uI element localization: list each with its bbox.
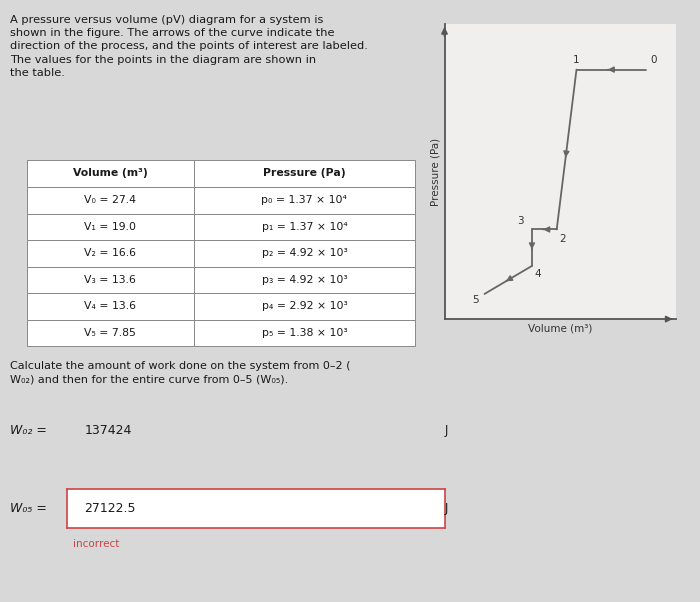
Text: p₃ = 4.92 × 10³: p₃ = 4.92 × 10³ (262, 275, 347, 285)
Text: p₁ = 1.37 × 10⁴: p₁ = 1.37 × 10⁴ (262, 222, 347, 232)
Text: A pressure versus volume (pV) diagram for a system is
shown in the figure. The a: A pressure versus volume (pV) diagram fo… (10, 15, 368, 78)
Bar (194, 160, 415, 187)
Text: p₂ = 4.92 × 10³: p₂ = 4.92 × 10³ (262, 249, 347, 258)
X-axis label: Volume (m³): Volume (m³) (528, 323, 592, 334)
Bar (194, 320, 415, 346)
Bar (27, 293, 194, 320)
Text: 1: 1 (573, 55, 579, 65)
Text: p₀ = 1.37 × 10⁴: p₀ = 1.37 × 10⁴ (261, 196, 347, 205)
Bar (27, 187, 194, 214)
Text: V₃ = 13.6: V₃ = 13.6 (84, 275, 136, 285)
Bar (194, 214, 415, 240)
Text: incorrect: incorrect (74, 539, 120, 549)
Text: V₁ = 19.0: V₁ = 19.0 (84, 222, 136, 232)
Bar (27, 320, 194, 346)
Bar (27, 214, 194, 240)
Text: p₅ = 1.38 × 10³: p₅ = 1.38 × 10³ (262, 328, 347, 338)
Text: 137424: 137424 (85, 424, 132, 437)
Text: 3: 3 (517, 216, 524, 226)
Text: V₄ = 13.6: V₄ = 13.6 (84, 302, 136, 311)
Bar (194, 240, 415, 267)
Text: 27122.5: 27122.5 (85, 502, 136, 515)
Text: 2: 2 (559, 234, 566, 244)
Bar (27, 267, 194, 293)
Text: Calculate the amount of work done on the system from 0–2 (
W₀₂) and then for the: Calculate the amount of work done on the… (10, 361, 351, 385)
Text: V₂ = 16.6: V₂ = 16.6 (84, 249, 136, 258)
Bar (194, 293, 415, 320)
Text: J: J (444, 424, 448, 437)
Text: V₅ = 7.85: V₅ = 7.85 (84, 328, 136, 338)
Text: p₄ = 2.92 × 10³: p₄ = 2.92 × 10³ (262, 302, 347, 311)
Text: J: J (444, 502, 448, 515)
Bar (194, 267, 415, 293)
Text: W₀₂ =: W₀₂ = (10, 424, 48, 437)
Bar (27, 240, 194, 267)
Text: Volume (m³): Volume (m³) (73, 169, 148, 178)
Y-axis label: Pressure (Pa): Pressure (Pa) (430, 137, 440, 206)
Text: 0: 0 (651, 55, 657, 65)
Text: 4: 4 (534, 269, 541, 279)
Text: Pressure (Pa): Pressure (Pa) (263, 169, 346, 178)
Bar (27, 160, 194, 187)
Text: 5: 5 (472, 295, 479, 305)
Text: V₀ = 27.4: V₀ = 27.4 (84, 196, 136, 205)
Text: W₀₅ =: W₀₅ = (10, 502, 48, 515)
Bar (194, 187, 415, 214)
